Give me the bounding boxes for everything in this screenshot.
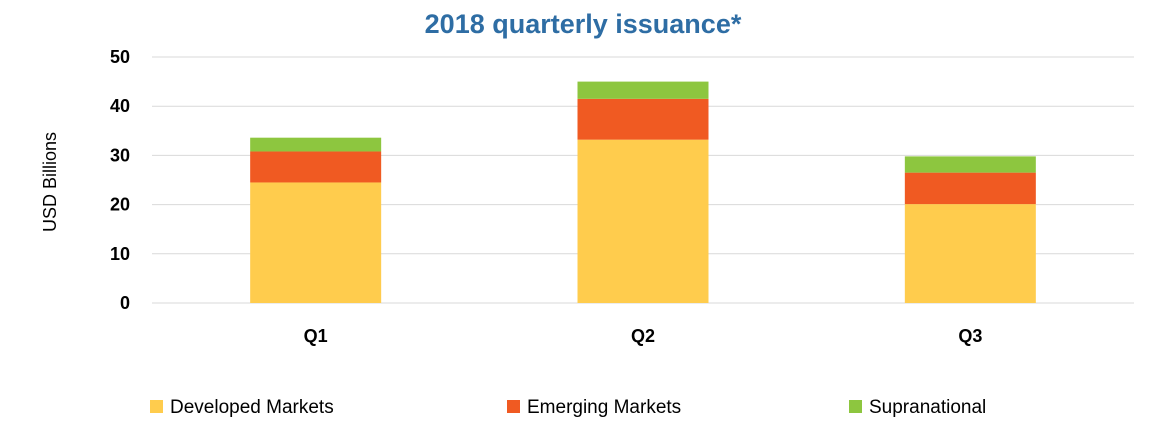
bar-q1-series-3 <box>250 137 382 152</box>
y-axis-ticks: 0 10 20 30 40 50 <box>110 47 130 313</box>
bar-q3-series-1 <box>904 204 1036 303</box>
x-tick-label: Q2 <box>631 326 655 346</box>
legend-label: Supranational <box>869 397 986 418</box>
legend-swatch <box>849 400 862 413</box>
x-tick-label: Q3 <box>958 326 982 346</box>
y-tick-label: 30 <box>110 145 130 165</box>
bars <box>250 81 1036 303</box>
chart-title: 2018 quarterly issuance* <box>425 9 742 39</box>
bar-q3-series-2 <box>904 172 1036 205</box>
y-tick-label: 10 <box>110 244 130 264</box>
y-tick-label: 0 <box>120 293 130 313</box>
bar-q3-series-3 <box>904 156 1036 173</box>
legend-swatch <box>507 400 520 413</box>
legend-label: Developed Markets <box>170 397 334 418</box>
bar-q1-series-1 <box>250 182 382 303</box>
y-tick-label: 40 <box>110 96 130 116</box>
x-axis-ticks: Q1 Q2 Q3 <box>304 326 983 346</box>
y-axis-label: USD Billions <box>40 132 60 232</box>
legend: Developed Markets Emerging Markets Suprana… <box>150 397 986 418</box>
bar-q2-series-3 <box>577 81 709 99</box>
y-tick-label: 50 <box>110 47 130 67</box>
bar-q2-series-2 <box>577 98 709 140</box>
bar-q1-series-2 <box>250 151 382 183</box>
bar-q2-series-1 <box>577 139 709 303</box>
legend-label: Emerging Markets <box>527 397 681 418</box>
legend-swatch <box>150 400 163 413</box>
y-tick-label: 20 <box>110 195 130 215</box>
x-tick-label: Q1 <box>304 326 328 346</box>
